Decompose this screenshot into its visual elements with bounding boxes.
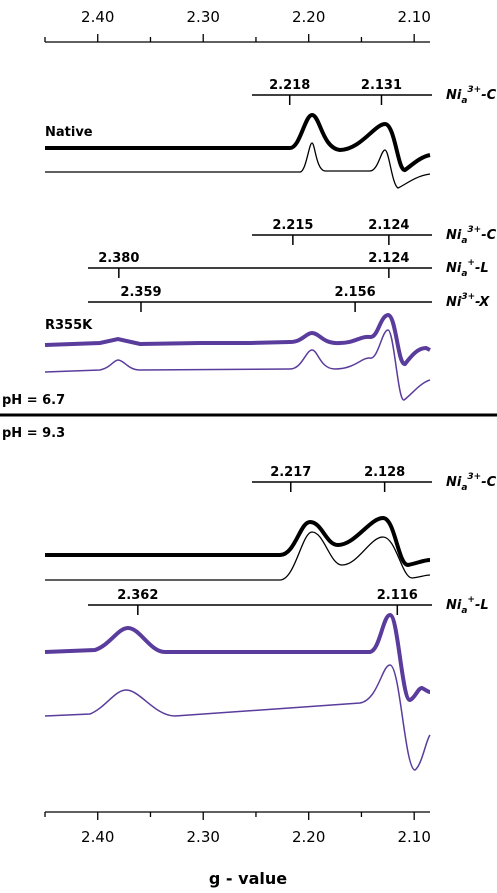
- species-suffix: -C: [481, 88, 496, 103]
- marker-label: 2.215: [272, 218, 313, 233]
- marker-label: 2.128: [364, 465, 405, 480]
- marker-label: 2.380: [98, 251, 139, 266]
- x-tick-label: 2.40: [81, 8, 114, 26]
- species-sub: a: [461, 606, 467, 616]
- species-sup: +: [467, 595, 475, 605]
- species-label: Nia3+-C: [446, 85, 497, 106]
- species-sup: 3+: [467, 85, 481, 95]
- species-sub: a: [461, 96, 467, 106]
- marker-label: 2.124: [368, 218, 409, 233]
- x-tick-label: 2.10: [397, 8, 430, 26]
- species-base: Ni: [446, 88, 462, 103]
- marker-label: 2.116: [377, 588, 418, 603]
- species-suffix: -X: [475, 295, 490, 310]
- species-label: Nia+-L: [446, 595, 489, 616]
- marker-label: 2.124: [368, 251, 409, 266]
- x-tick-label: 2.30: [187, 8, 220, 26]
- species-suffix: -C: [481, 228, 496, 243]
- species-sub: a: [461, 269, 467, 279]
- species-label: Ni3+-X: [446, 292, 490, 310]
- species-label: Nia3+-C: [446, 472, 497, 493]
- species-base: Ni: [446, 598, 462, 613]
- species-sup: 3+: [467, 225, 481, 235]
- x-tick-label: 2.40: [81, 828, 114, 846]
- x-axis-label: g - value: [209, 869, 287, 888]
- species-suffix: -L: [475, 261, 489, 276]
- species-sub: a: [461, 236, 467, 246]
- marker-label: 2.218: [269, 78, 310, 93]
- marker-label: 2.359: [120, 285, 161, 300]
- spectrum: [45, 142, 431, 189]
- species-base: Ni: [446, 295, 462, 310]
- spectrum: [44, 612, 431, 703]
- marker-label: 2.131: [361, 78, 402, 93]
- species-base: Ni: [446, 228, 462, 243]
- x-tick-label: 2.10: [397, 828, 430, 846]
- spectrum: [44, 312, 431, 367]
- ph-label: pH = 9.3: [2, 426, 65, 441]
- marker-label: 2.156: [335, 285, 376, 300]
- spectrum: [45, 531, 431, 581]
- species-suffix: -L: [475, 598, 489, 613]
- species-base: Ni: [446, 475, 462, 490]
- x-tick-label: 2.20: [292, 8, 325, 26]
- marker-label: 2.362: [117, 588, 158, 603]
- spectrum: [45, 515, 431, 568]
- species-sub: a: [461, 483, 467, 493]
- species-suffix: -C: [481, 475, 496, 490]
- spectrum: [44, 329, 431, 401]
- spectrum: [45, 112, 431, 173]
- species-sup: 3+: [461, 292, 475, 302]
- x-tick-label: 2.20: [292, 828, 325, 846]
- sample-label: R355K: [45, 318, 93, 333]
- species-sup: 3+: [467, 472, 481, 482]
- x-tick-label: 2.30: [187, 828, 220, 846]
- species-label: Nia+-L: [446, 258, 489, 279]
- species-sup: +: [467, 258, 475, 268]
- species-base: Ni: [446, 261, 462, 276]
- sample-label: Native: [45, 125, 93, 140]
- species-label: Nia3+-C: [446, 225, 497, 246]
- ph-label: pH = 6.7: [2, 393, 65, 408]
- marker-label: 2.217: [270, 465, 311, 480]
- spectrum: [44, 664, 431, 771]
